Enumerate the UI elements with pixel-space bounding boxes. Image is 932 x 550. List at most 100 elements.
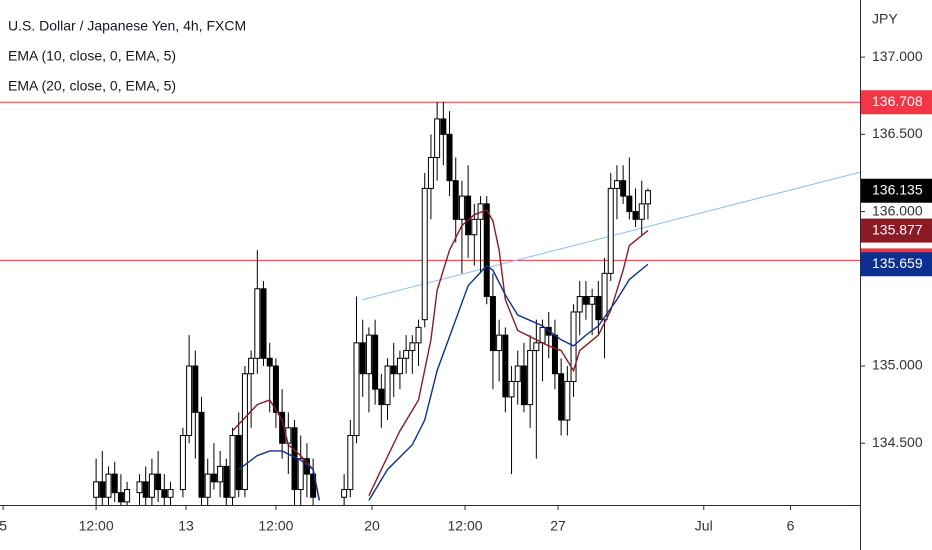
candle-body (508, 380, 515, 398)
candle-body (254, 288, 261, 359)
candle-body (266, 357, 273, 367)
candle-body (415, 326, 422, 344)
candle-body (514, 365, 521, 382)
candle-body (241, 373, 248, 491)
candle-body (632, 211, 639, 220)
candle-body (223, 465, 230, 498)
candle-body (186, 365, 193, 437)
candle-body (142, 481, 149, 498)
candle-body (502, 334, 509, 398)
candle-body (378, 388, 385, 406)
candle-body (427, 157, 434, 189)
candle-body (638, 203, 645, 220)
candle-body (99, 481, 106, 498)
ema-line (238, 263, 649, 501)
candle-body (117, 492, 124, 503)
price-badge-label: 136.135 (872, 181, 923, 197)
x-tick-label: 27 (550, 518, 566, 534)
legend-entry: EMA (10, close, 0, EMA, 5) (8, 48, 176, 64)
x-tick-label: 12:00 (448, 518, 483, 534)
candle-body (111, 473, 118, 494)
candle-body (161, 489, 168, 498)
candle-body (235, 435, 242, 491)
candle-body (564, 380, 571, 421)
candle-body (471, 218, 478, 236)
candle-body (260, 288, 267, 359)
candle-body (595, 296, 602, 321)
candle-body (155, 473, 162, 491)
candle-body (297, 458, 304, 491)
candle-body (384, 365, 391, 406)
candle-body (148, 473, 155, 498)
candle-body (210, 473, 217, 483)
candle-body (601, 272, 608, 321)
candle-body (93, 481, 100, 498)
price-badge (861, 178, 932, 203)
candle-body (551, 334, 558, 375)
candle-body (539, 326, 546, 344)
candle-body (341, 489, 348, 498)
candle-body (440, 118, 447, 135)
y-tick-label: 136.500 (872, 125, 923, 141)
plot-area (0, 101, 860, 505)
candle-body (359, 342, 366, 375)
candle-body (483, 203, 490, 298)
x-tick-label: 12:00 (79, 518, 114, 534)
candle-body (217, 465, 224, 483)
candle-body (365, 334, 372, 375)
candle-body (446, 133, 453, 182)
candle-body (626, 195, 633, 213)
candle-body (409, 342, 416, 352)
candle-body (489, 296, 496, 352)
x-tick-label: 13 (178, 518, 194, 534)
candle-body (465, 195, 472, 236)
candle-body (179, 435, 186, 491)
price-badge-label: 136.708 (872, 93, 923, 109)
candle-body (421, 187, 428, 321)
candle-body (136, 481, 143, 494)
candle-body (372, 334, 379, 390)
y-tick-label: 136.000 (872, 202, 923, 218)
price-badge-label: 135.659 (872, 255, 923, 271)
candle-body (620, 180, 627, 197)
candle-body (390, 365, 397, 375)
candle-body (192, 365, 199, 413)
candle-body (229, 435, 236, 498)
chart-title: U.S. Dollar / Japanese Yen, 4h, FXCM (8, 18, 246, 34)
candle-body (310, 473, 317, 498)
x-tick-label: Jul (695, 518, 713, 534)
candle-body (198, 411, 205, 498)
x-tick-label: 6 (787, 518, 795, 534)
candle-body (248, 357, 255, 375)
candle-body (589, 296, 596, 305)
price-badge (861, 252, 932, 277)
candle-body (167, 489, 174, 498)
candle-body (353, 342, 360, 437)
candle-body (347, 435, 354, 491)
candle-body (558, 373, 565, 421)
x-tick-label: 12:00 (258, 518, 293, 534)
candle-body (204, 473, 211, 498)
candle-body (576, 296, 583, 313)
y-tick-label: 134.500 (872, 434, 923, 450)
candle-body (527, 350, 534, 406)
x-tick-label: 20 (364, 518, 380, 534)
axes: 137.000 136.500 136.000 135.000 134.500 5 12:0… (0, 48, 923, 534)
candle-body (396, 357, 403, 375)
candle-body (520, 365, 527, 406)
x-tick-label: 5 (0, 518, 7, 534)
y-tick-label: 135.000 (872, 357, 923, 373)
candle-body (644, 190, 651, 205)
legend-entry: EMA (20, close, 0, EMA, 5) (8, 78, 176, 94)
candle-body (403, 350, 410, 359)
candle-body (124, 489, 131, 503)
price-badge-label: 135.877 (872, 221, 923, 237)
candle-body (582, 296, 589, 305)
candle-body (607, 187, 614, 274)
candle-body (434, 118, 441, 159)
price-badge (861, 218, 932, 243)
price-badge (861, 90, 932, 115)
